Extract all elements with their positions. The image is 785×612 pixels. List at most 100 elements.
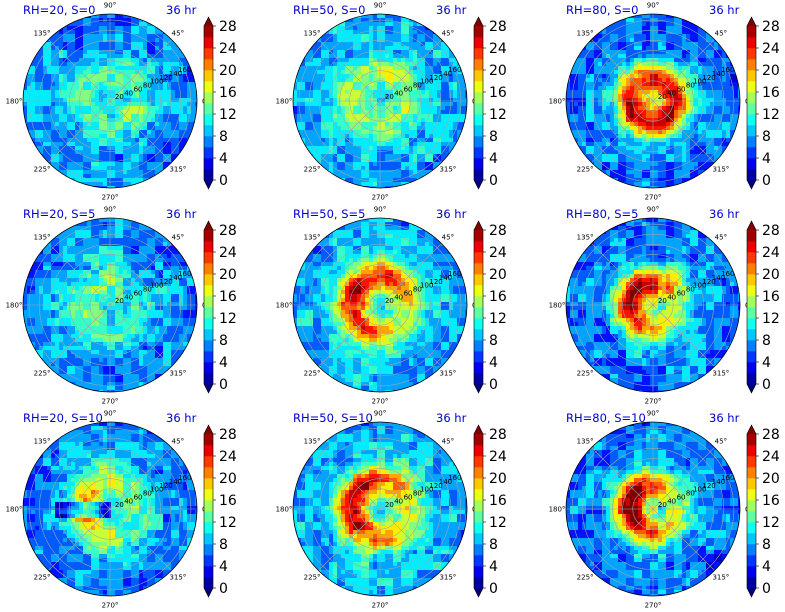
radial-tick-label: 120 [159,74,172,82]
angle-tick-label: 90° [647,206,659,214]
colorbar-band [747,92,756,104]
radial-tick-label: 80 [413,490,422,498]
angle-tick-label: 225° [34,573,51,581]
colorbar-tick-label: 16 [489,85,507,101]
colorbar-band [204,158,213,170]
colorbar-band [747,230,756,242]
colorbar-band [204,318,213,330]
colorbar-tick-label: 4 [489,151,498,167]
polar-panel: 90°45°0°315°270°225°180°135°204060801001… [0,408,262,612]
colorbar-band [747,147,756,159]
radial-tick-label: 100 [693,486,706,494]
angle-tick-label: 135° [304,438,321,446]
colorbar-band [747,340,756,352]
radial-tick-label: 40 [667,89,676,97]
colorbar-extend-min [204,180,213,189]
colorbar-band [747,103,756,115]
colorbar-band [204,37,213,49]
colorbar [746,16,757,190]
angle-tick-label: 180° [549,506,566,514]
radial-tick-label: 140 [712,70,725,78]
radial-tick-label: 80 [143,286,152,294]
panel-title: RH=20, S=10 [23,411,103,425]
colorbar-band [474,125,483,137]
angle-tick-label: 225° [577,573,594,581]
colorbar-tick-label: 0 [489,377,498,393]
panel-title: RH=50, S=0 [293,3,366,17]
colorbar-tick-label: 16 [219,289,237,305]
colorbar-band [474,70,483,82]
colorbar-extend-min [474,384,483,393]
colorbar-tick-label: 16 [489,493,507,509]
angle-tick-label: 90° [104,2,116,10]
radial-tick-label: 100 [693,282,706,290]
colorbar-tick-label: 4 [762,151,771,167]
colorbar-band [474,252,483,264]
panel-title: RH=20, S=0 [23,3,96,17]
angle-tick-label: 90° [647,410,659,418]
colorbar-extend-max [747,221,756,230]
radial-tick-label: 120 [702,74,715,82]
colorbar-tick-label: 16 [762,85,780,101]
radial-tick-label: 20 [385,93,394,101]
colorbar-extend-min [747,588,756,597]
colorbar-band [747,81,756,93]
colorbar-band [474,230,483,242]
angle-tick-label: 45° [172,234,184,242]
colorbar-tick-label: 8 [219,333,228,349]
angle-tick-label: 270° [645,602,662,610]
colorbar-band [204,566,213,578]
colorbar-tick-label: 8 [489,537,498,553]
radial-tick-label: 140 [169,478,182,486]
colorbar-tick-label: 8 [762,537,771,553]
radial-tick-label: 60 [677,493,686,501]
angle-tick-label: 180° [276,98,293,106]
colorbar-band [474,362,483,374]
colorbar-band [474,478,483,490]
colorbar-band [474,456,483,468]
colorbar-band [747,577,756,589]
colorbar-tick-label: 12 [762,515,780,531]
panel-title: RH=80, S=10 [566,411,646,425]
colorbar-extend-max [747,425,756,434]
colorbar-tick-label: 24 [762,245,780,261]
colorbar-extend-max [474,17,483,26]
colorbar-tick-label: 4 [489,355,498,371]
polar-panel: 90°45°0°315°270°225°180°135°204060801001… [543,0,785,204]
colorbar-tick-label: 0 [489,581,498,597]
colorbar-band [204,147,213,159]
radial-tick-label: 60 [677,85,686,93]
radial-tick-label: 20 [658,297,667,305]
contour-field [566,14,740,188]
radial-tick-label: 160 [178,474,191,482]
polar-panel: 90°45°0°315°270°225°180°135°204060801001… [0,0,262,204]
colorbar-band [747,445,756,457]
colorbar-tick-label: 0 [219,173,228,189]
colorbar-tick-label: 28 [489,427,507,443]
radial-tick-label: 60 [677,289,686,297]
radial-tick-label: 100 [420,78,433,86]
colorbar-band [747,351,756,363]
colorbar-band [747,125,756,137]
radial-tick-label: 40 [394,293,403,301]
polar-panel: 90°45°0°315°270°225°180°135°204060801001… [270,0,532,204]
angle-tick-label: 315° [439,369,456,377]
radial-tick-label: 140 [439,478,452,486]
colorbar [203,424,214,598]
radial-tick-label: 40 [124,497,133,505]
polar-gridlines [23,422,197,596]
colorbar-band [204,533,213,545]
radial-tick-label: 60 [404,289,413,297]
radial-tick-label: 80 [686,82,695,90]
polar-contour-plot: 90°45°0°315°270°225°180°135°204060801001… [276,206,507,406]
colorbar-tick-label: 24 [219,245,237,261]
colorbar-tick-label: 0 [762,581,771,597]
colorbar-tick-label: 12 [762,107,780,123]
radial-tick-label: 140 [712,274,725,282]
colorbar-band [204,456,213,468]
colorbar-tick-label: 8 [762,333,771,349]
radial-tick-label: 20 [658,93,667,101]
colorbar-band [474,511,483,523]
angle-tick-label: 225° [304,165,321,173]
colorbar [203,16,214,190]
